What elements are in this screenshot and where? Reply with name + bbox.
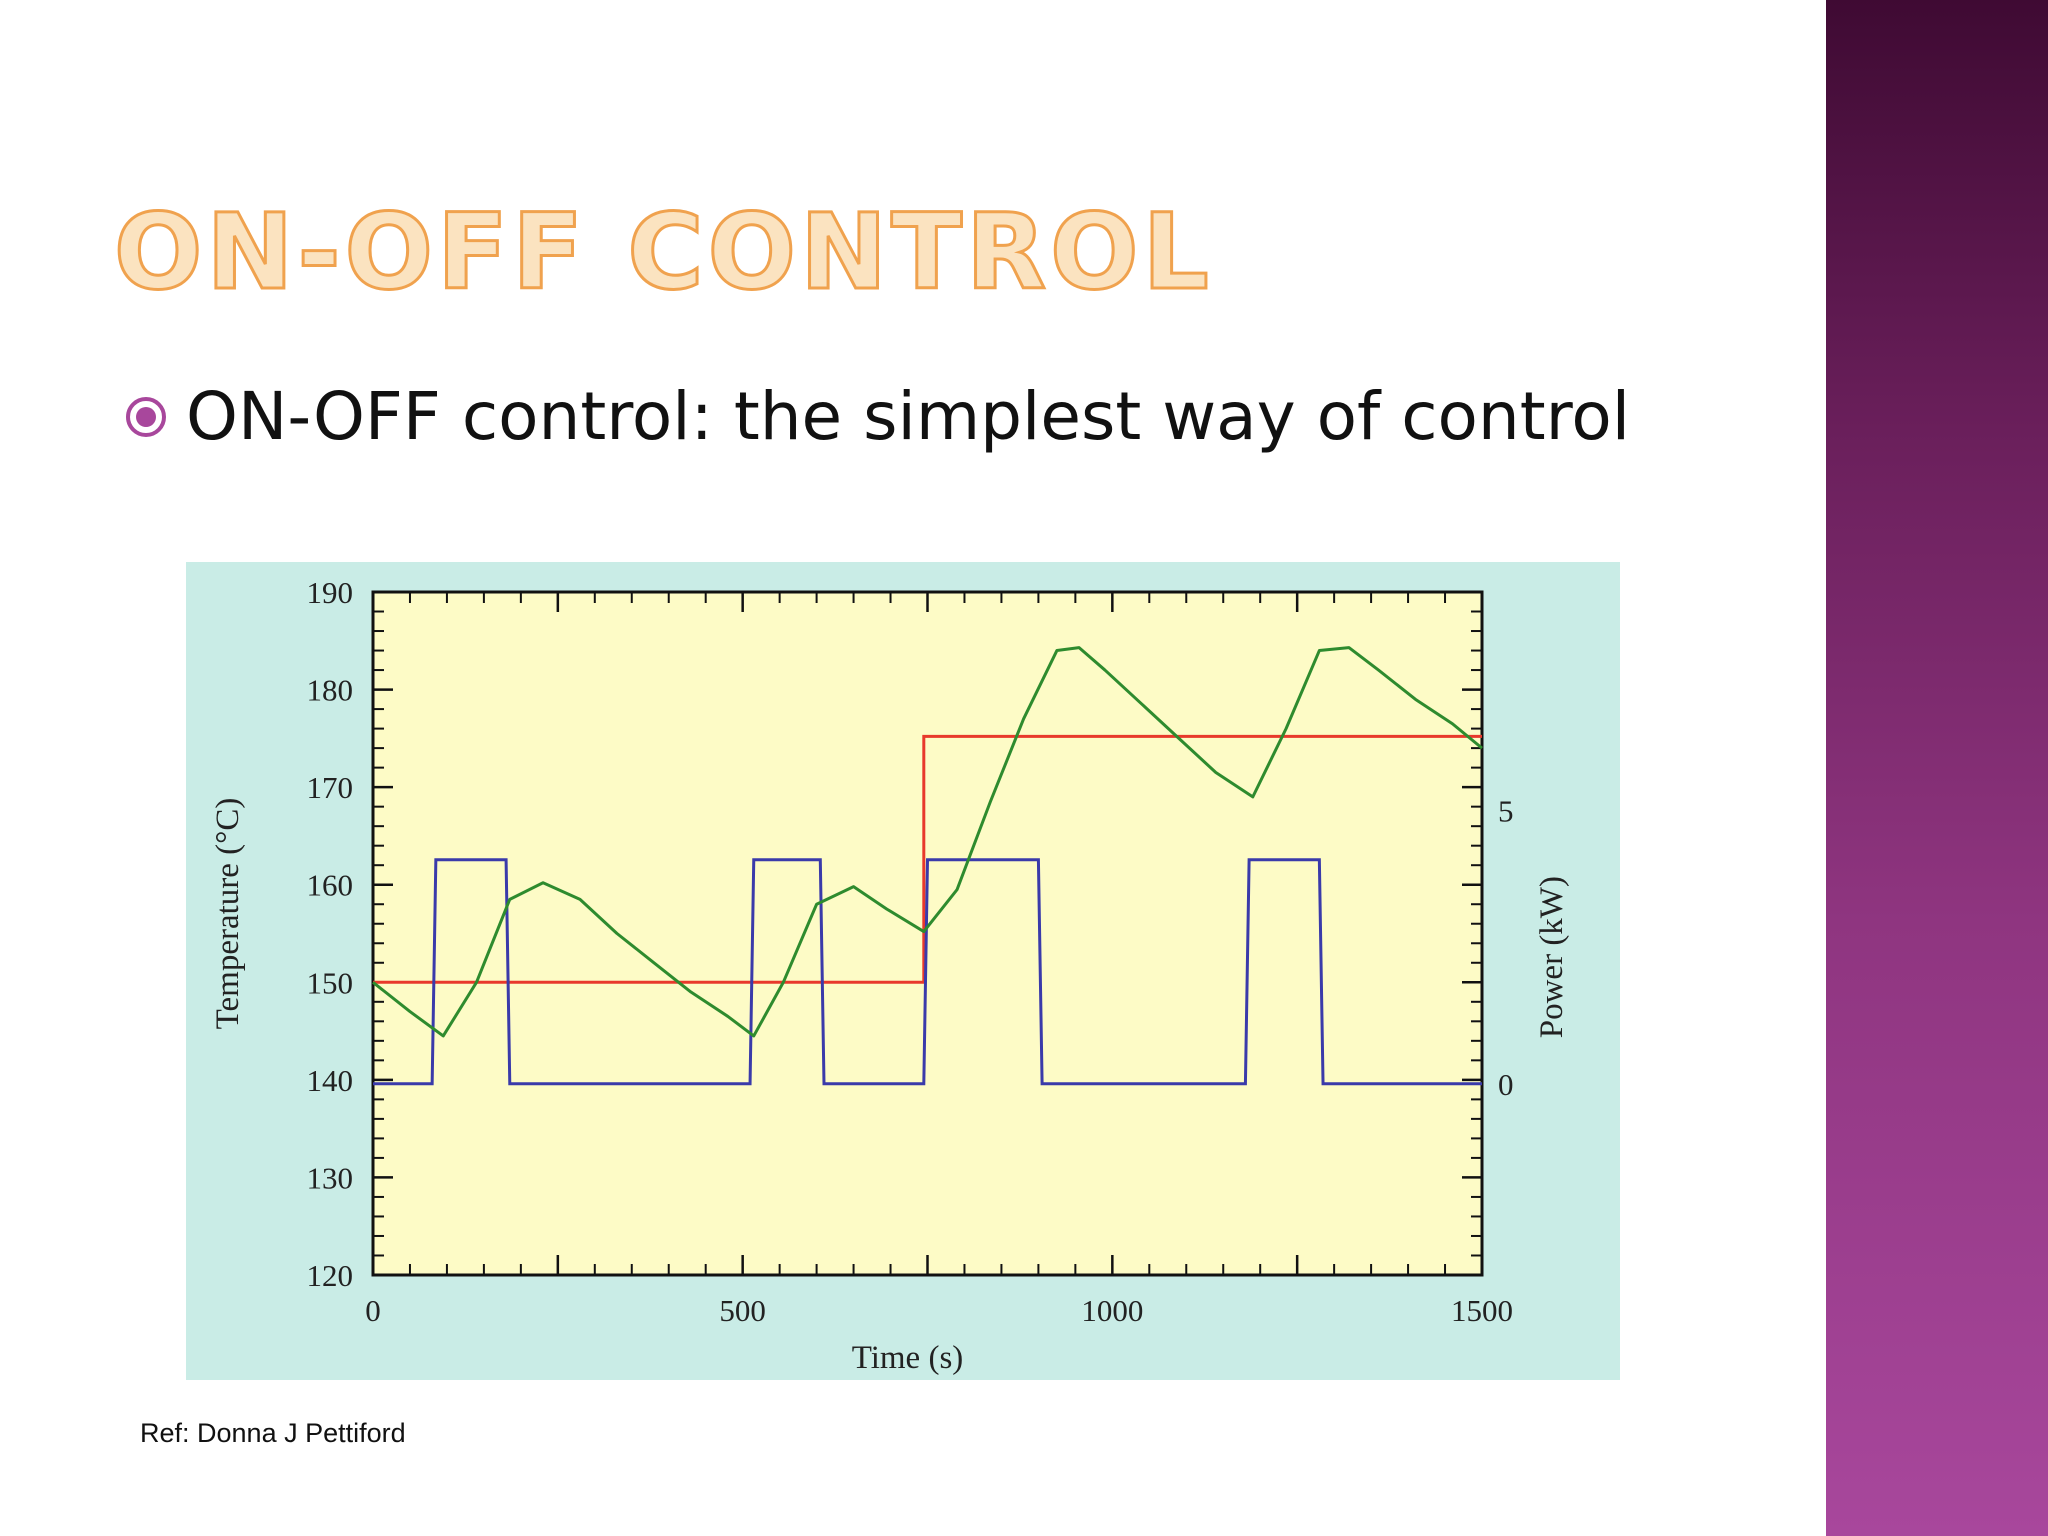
bullet-item: ON-OFF control: the simplest way of cont… <box>124 378 1630 455</box>
y2-axis-tick-labels: 05 <box>1498 794 1514 1102</box>
x-axis-title: Time (s) <box>852 1340 964 1376</box>
x-axis-tick-labels: 0 500 1000 1500 <box>365 1293 1513 1328</box>
y-tick-label: 170 <box>307 770 354 805</box>
x-tick-label: 1000 <box>1081 1293 1143 1328</box>
decorative-side-band <box>1826 0 2048 1536</box>
power-line <box>373 858 1482 1086</box>
minor-ticks <box>373 592 1482 1275</box>
y-tick-label: 180 <box>307 673 354 708</box>
y-tick-label: 190 <box>307 575 354 610</box>
major-ticks <box>371 590 1484 1277</box>
reference-note: Ref: Donna J Pettiford <box>140 1418 406 1448</box>
y-tick-label: 130 <box>307 1160 354 1195</box>
x-tick-label: 0 <box>365 1293 381 1328</box>
temperature-line <box>372 646 1483 1038</box>
x-tick-label: 500 <box>719 1293 766 1328</box>
y2-tick-label: 5 <box>1498 794 1514 829</box>
setpoint-line <box>373 734 1482 984</box>
y2-tick-label: 0 <box>1498 1067 1514 1102</box>
slide: ON-OFF CONTROL ON-OFF control: the simpl… <box>112 191 1631 1448</box>
radio-bullet-icon <box>126 396 166 437</box>
y2-axis-title: Power (kW) <box>1534 876 1570 1038</box>
y-tick-label: 120 <box>307 1258 354 1293</box>
bullet-text: ON-OFF control: the simplest way of cont… <box>186 378 1631 455</box>
y-tick-label: 160 <box>307 868 354 903</box>
y-axis-tick-labels: 120 130 140 150 160 170 180 190 <box>307 575 354 1293</box>
y-tick-label: 150 <box>307 965 354 1000</box>
x-tick-label: 1500 <box>1451 1293 1513 1328</box>
y-axis-title: Temperature (°C) <box>210 798 246 1030</box>
y-tick-label: 140 <box>307 1063 354 1098</box>
slide-title: ON-OFF CONTROL <box>113 191 1213 313</box>
